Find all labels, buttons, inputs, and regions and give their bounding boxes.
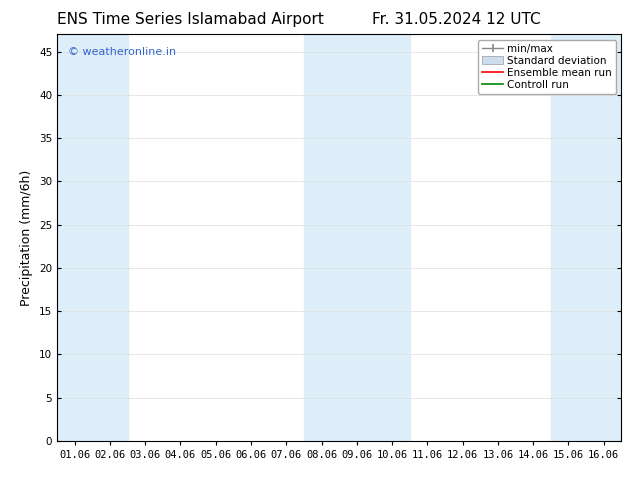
Bar xyxy=(551,34,621,441)
Text: ENS Time Series Islamabad Airport: ENS Time Series Islamabad Airport xyxy=(57,12,323,27)
Text: © weatheronline.in: © weatheronline.in xyxy=(68,47,176,56)
Text: Fr. 31.05.2024 12 UTC: Fr. 31.05.2024 12 UTC xyxy=(372,12,541,27)
Bar xyxy=(304,34,410,441)
Bar xyxy=(57,34,127,441)
Y-axis label: Precipitation (mm/6h): Precipitation (mm/6h) xyxy=(20,170,34,306)
Legend: min/max, Standard deviation, Ensemble mean run, Controll run: min/max, Standard deviation, Ensemble me… xyxy=(478,40,616,94)
